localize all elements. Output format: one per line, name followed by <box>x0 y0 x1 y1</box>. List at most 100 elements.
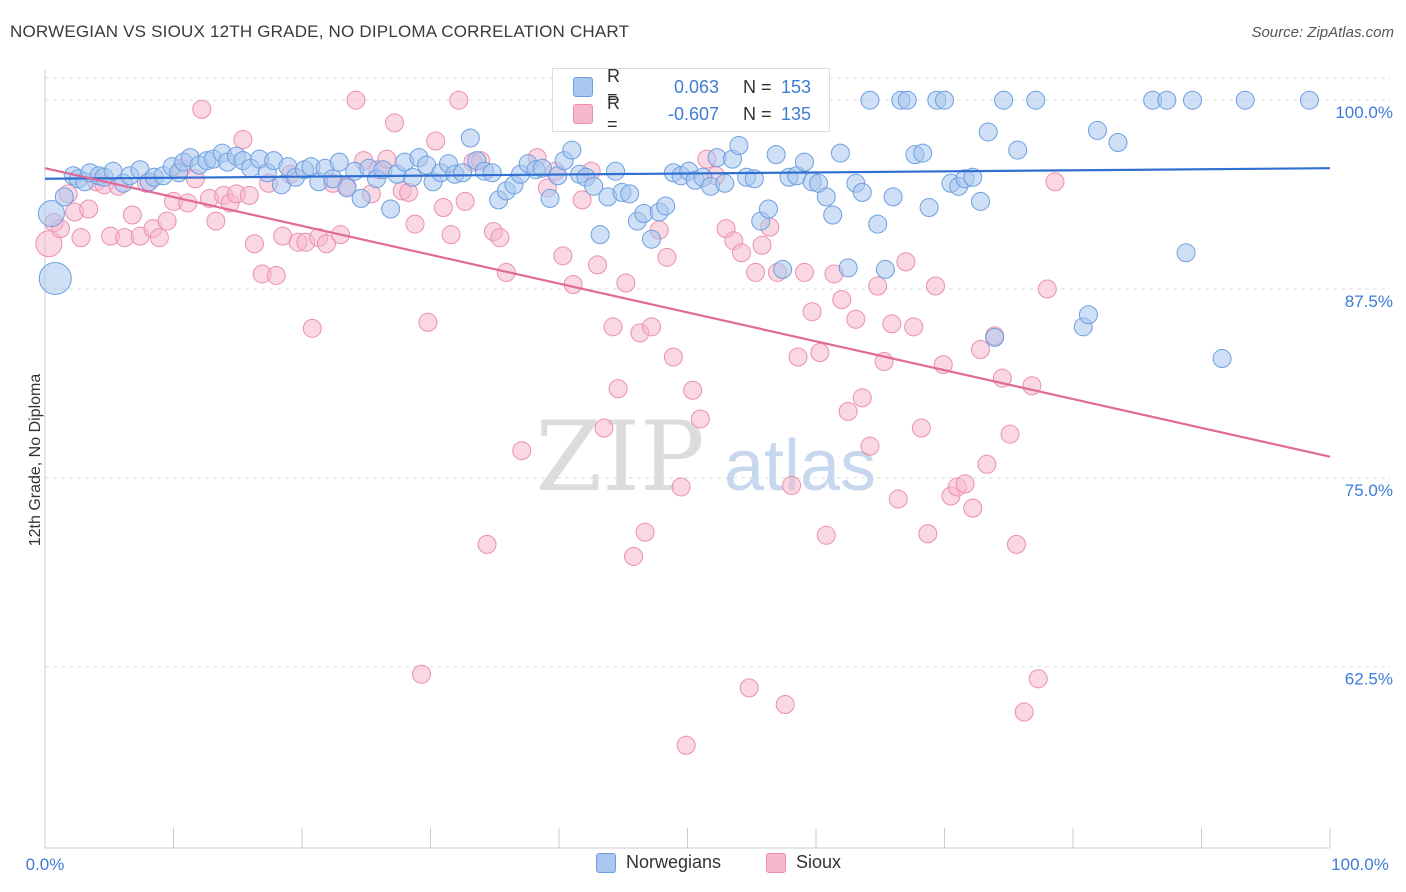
n-value: 153 <box>781 76 812 97</box>
norwegians-point <box>729 136 749 156</box>
sioux-point <box>616 273 636 293</box>
sioux-point <box>157 211 177 231</box>
sioux-point <box>477 534 497 554</box>
norwegians-point <box>1212 349 1232 369</box>
sioux-point <box>683 380 703 400</box>
sioux-point <box>794 262 814 282</box>
norwegians-point <box>337 178 357 198</box>
sioux-point <box>490 228 510 248</box>
n-label: N = <box>743 76 772 97</box>
norwegians-point <box>1157 90 1177 110</box>
sioux-point <box>239 185 259 205</box>
sioux-point <box>1037 279 1057 299</box>
norwegians-point <box>38 261 72 295</box>
n-label: N = <box>743 103 772 124</box>
sioux-point <box>149 228 169 248</box>
x-tick-label-max: 100.0% <box>1331 855 1389 874</box>
sioux-point <box>122 205 142 225</box>
sioux-point <box>832 290 852 310</box>
sioux-point <box>192 99 212 119</box>
norwegians-point <box>913 143 933 163</box>
sioux-point <box>690 409 710 429</box>
sioux-point <box>739 678 759 698</box>
sioux-point <box>963 498 983 518</box>
norwegians-point <box>1235 90 1255 110</box>
norwegians-point <box>37 200 65 228</box>
sioux-point <box>635 522 655 542</box>
sioux-point <box>316 234 336 254</box>
points-layer <box>35 90 1319 755</box>
norwegians-point <box>868 214 888 234</box>
norwegians-point <box>323 169 343 189</box>
norwegians-point <box>642 229 662 249</box>
sioux-point <box>385 113 405 133</box>
norwegians-point <box>54 187 74 207</box>
norwegians-point <box>590 225 610 245</box>
sioux-point <box>860 436 880 456</box>
legend-label-sioux: Sioux <box>796 852 842 872</box>
norwegians-legend-swatch <box>596 852 616 873</box>
sioux-point <box>603 317 623 337</box>
sioux-point <box>79 199 99 219</box>
norwegians-point <box>606 161 626 181</box>
norwegians-point <box>744 169 764 189</box>
legend-row-norwegians: R = 0.063 N = 153 <box>573 66 812 107</box>
sioux-point <box>838 401 858 421</box>
sioux-point <box>926 276 946 296</box>
sioux-point <box>671 477 691 497</box>
sioux-point <box>455 191 475 211</box>
norwegians-point <box>1008 140 1028 160</box>
norwegians-point <box>540 188 560 208</box>
sioux-point <box>266 265 286 285</box>
norwegians-point <box>532 158 552 178</box>
sioux-point <box>775 694 795 714</box>
sioux-point <box>642 317 662 337</box>
norwegians-point <box>1078 305 1098 325</box>
sioux-trend-line <box>44 167 1331 458</box>
axis-layer: 62.5% 75.0% 87.5% 100.0% 0.0% 100.0% <box>26 70 1393 874</box>
r-label: R = <box>607 93 620 134</box>
stats-legend: R = 0.063 N = 153 R = -0.607 N = 135 <box>552 66 830 134</box>
sioux-point <box>816 525 836 545</box>
norwegians-point <box>816 187 836 207</box>
legend-item-sioux: Sioux <box>766 852 841 873</box>
sioux-point <box>752 235 772 255</box>
norwegians-point <box>994 90 1014 110</box>
norwegians-point <box>978 122 998 142</box>
norwegians-point <box>963 167 983 187</box>
r-label: R = <box>607 66 620 107</box>
norwegians-point <box>897 90 917 110</box>
sioux-point <box>1000 424 1020 444</box>
y-tick-label: 100.0% <box>1335 103 1393 122</box>
norwegians-point <box>381 199 401 219</box>
sioux-point <box>657 247 677 267</box>
sioux-point <box>846 309 866 329</box>
norwegians-point <box>351 188 371 208</box>
r-value: -0.607 <box>667 103 719 124</box>
norwegians-point <box>656 196 676 216</box>
norwegians-point <box>584 176 604 196</box>
sioux-point <box>405 214 425 234</box>
y-tick-label: 75.0% <box>1345 481 1393 500</box>
norwegians-point <box>1183 90 1203 110</box>
norwegians-point <box>970 191 990 211</box>
norwegians-point <box>766 145 786 165</box>
norwegians-point <box>403 167 423 187</box>
sioux-point <box>977 454 997 474</box>
sioux-point <box>449 90 469 110</box>
sioux-point <box>970 339 990 359</box>
norwegians-point <box>823 205 843 225</box>
norwegians-trend-line <box>44 167 1331 180</box>
sioux-point <box>782 475 802 495</box>
norwegians-point <box>860 90 880 110</box>
norwegians-point <box>562 140 582 160</box>
norwegians-point <box>453 163 473 183</box>
sioux-point <box>412 664 432 684</box>
sioux-point <box>512 441 532 461</box>
sioux-point <box>810 342 830 362</box>
norwegians-point <box>794 152 814 172</box>
norwegians-point <box>773 259 793 279</box>
norwegians-point <box>1087 120 1107 140</box>
sioux-legend-swatch <box>766 852 786 873</box>
sioux-point <box>233 129 253 149</box>
